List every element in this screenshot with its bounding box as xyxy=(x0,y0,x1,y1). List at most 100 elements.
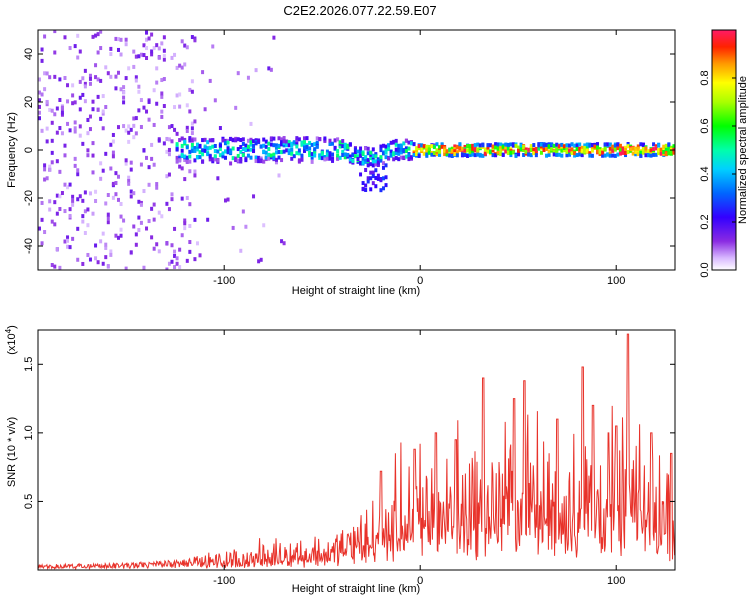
heatmap-cell xyxy=(315,141,319,146)
heatmap-cell xyxy=(221,151,225,156)
heatmap-cell xyxy=(287,148,291,153)
heatmap-cell xyxy=(578,142,582,147)
heatmap-cell xyxy=(150,235,154,240)
heatmap-cell xyxy=(547,149,551,154)
colorbar-label: Normalized spectral amplitude xyxy=(737,76,749,224)
heatmap-cell xyxy=(218,143,222,148)
heatmap-cell xyxy=(224,198,228,203)
heatmap-cell xyxy=(231,156,235,161)
heatmap-cell xyxy=(180,136,184,141)
heatmap-cell xyxy=(402,155,406,160)
heatmap-cell xyxy=(213,98,217,103)
heatmap-cell xyxy=(532,143,536,148)
heatmap-cell xyxy=(274,143,278,148)
heatmap-cell xyxy=(195,142,199,147)
heatmap-cell xyxy=(208,138,212,143)
heatmap-cell xyxy=(555,146,559,151)
heatmap-cell xyxy=(45,100,49,105)
heatmap-cell xyxy=(394,142,398,147)
heatmap-cell xyxy=(397,143,401,148)
heatmap-cell xyxy=(173,127,177,132)
heatmap-cell xyxy=(573,151,577,156)
heatmap-cell xyxy=(109,74,113,79)
heatmap-cell xyxy=(147,117,151,122)
heatmap-cell xyxy=(272,143,276,148)
heatmap-cell xyxy=(178,164,182,169)
heatmap-cell xyxy=(282,241,286,246)
heatmap-cell xyxy=(532,151,536,156)
heatmap-cell xyxy=(565,147,569,152)
heatmap-cell xyxy=(323,154,327,159)
heatmap-cell xyxy=(381,161,385,166)
heatmap-cell xyxy=(455,150,459,155)
spectrogram-panel: -40 -20 0 20 40 -100 0 100 Height of straight … xyxy=(6,29,676,297)
heatmap-cell xyxy=(387,147,391,152)
heatmap-cell xyxy=(99,239,103,244)
heatmap-cell xyxy=(55,130,59,135)
heatmap-cell xyxy=(43,87,47,92)
heatmap-cell xyxy=(122,90,126,95)
heatmap-cell xyxy=(361,181,365,186)
heatmap-cell xyxy=(438,152,442,157)
heatmap-cell xyxy=(213,143,217,148)
snr-multiplier: (x104) xyxy=(4,325,18,355)
heatmap-cell xyxy=(160,78,164,83)
heatmap-cell xyxy=(552,152,556,157)
colorbar-gradient xyxy=(712,30,736,270)
heatmap-cell xyxy=(486,149,490,154)
heatmap-cell xyxy=(252,149,256,154)
heatmap-cell xyxy=(116,174,120,179)
heatmap-cell xyxy=(297,151,301,156)
heatmap-cell xyxy=(282,143,286,148)
heatmap-cell xyxy=(529,148,533,153)
heatmap-cell xyxy=(369,156,373,161)
heatmap-cell xyxy=(208,78,212,83)
heatmap-cell xyxy=(384,144,388,149)
heatmap-cell xyxy=(101,94,105,99)
heatmap-cell xyxy=(236,137,240,142)
heatmap-cell xyxy=(394,151,398,156)
heatmap-cell xyxy=(573,143,577,148)
heatmap-cell xyxy=(236,153,240,158)
heatmap-cell xyxy=(231,138,235,143)
heatmap-cell xyxy=(366,146,370,151)
heatmap-cell xyxy=(241,209,245,214)
heatmap-cell xyxy=(537,143,541,148)
heatmap-cell xyxy=(139,124,143,129)
heatmap-cell xyxy=(73,129,77,134)
heatmap-cell xyxy=(134,232,138,237)
heatmap-cell xyxy=(68,128,72,133)
heatmap-cell xyxy=(272,136,276,141)
heatmap-cell xyxy=(460,152,464,157)
heatmap-cell xyxy=(111,132,115,137)
heatmap-cell xyxy=(160,41,164,46)
heatmap-cell xyxy=(114,74,118,79)
heatmap-cell xyxy=(348,154,352,159)
heatmap-cell xyxy=(506,146,510,151)
heatmap-cell xyxy=(147,36,151,41)
heatmap-cell xyxy=(137,228,141,233)
heatmap-cell xyxy=(460,146,464,151)
heatmap-cell xyxy=(285,143,289,148)
heatmap-cell xyxy=(188,154,192,159)
heatmap-cell xyxy=(119,233,123,238)
heatmap-cell xyxy=(88,73,92,78)
heatmap-cell xyxy=(38,116,41,121)
heatmap-cell xyxy=(290,143,294,148)
x-tick-label: 0 xyxy=(417,275,423,287)
heatmap-cell xyxy=(264,139,268,144)
heatmap-cell xyxy=(664,147,668,152)
heatmap-cell xyxy=(427,144,431,149)
heatmap-cell xyxy=(361,152,365,157)
heatmap-cell xyxy=(580,148,584,153)
heatmap-cell xyxy=(193,217,197,222)
heatmap-cell xyxy=(636,144,640,149)
heatmap-cell xyxy=(331,158,335,163)
heatmap-cell xyxy=(86,223,90,228)
heatmap-cell xyxy=(139,202,143,207)
heatmap-cell xyxy=(96,32,100,37)
heatmap-cell xyxy=(63,143,67,148)
heatmap-cell xyxy=(111,139,115,144)
heatmap-cell xyxy=(257,159,261,164)
heatmap-cell xyxy=(157,210,161,215)
